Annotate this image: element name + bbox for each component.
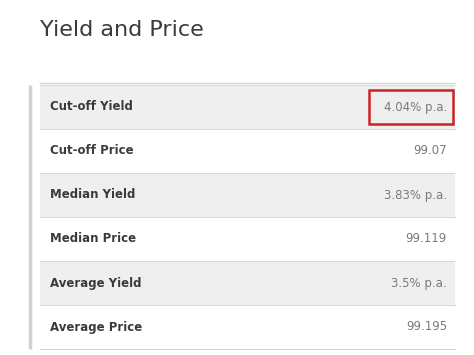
- Text: Average Yield: Average Yield: [50, 277, 142, 289]
- Bar: [40, 85, 455, 129]
- Bar: [369, 90, 453, 124]
- Text: Yield and Price: Yield and Price: [40, 20, 204, 40]
- Bar: [40, 261, 455, 305]
- Text: 99.195: 99.195: [406, 321, 447, 333]
- Text: 99.07: 99.07: [413, 144, 447, 158]
- Text: Median Price: Median Price: [50, 233, 136, 246]
- Bar: [40, 173, 455, 217]
- Text: Cut-off Price: Cut-off Price: [50, 144, 134, 158]
- Text: Cut-off Yield: Cut-off Yield: [50, 100, 133, 114]
- Text: 3.83% p.a.: 3.83% p.a.: [384, 189, 447, 202]
- Text: Average Price: Average Price: [50, 321, 142, 333]
- Text: 4.04% p.a.: 4.04% p.a.: [384, 100, 447, 114]
- Text: 99.119: 99.119: [406, 233, 447, 246]
- Text: Median Yield: Median Yield: [50, 189, 136, 202]
- Text: 3.5% p.a.: 3.5% p.a.: [392, 277, 447, 289]
